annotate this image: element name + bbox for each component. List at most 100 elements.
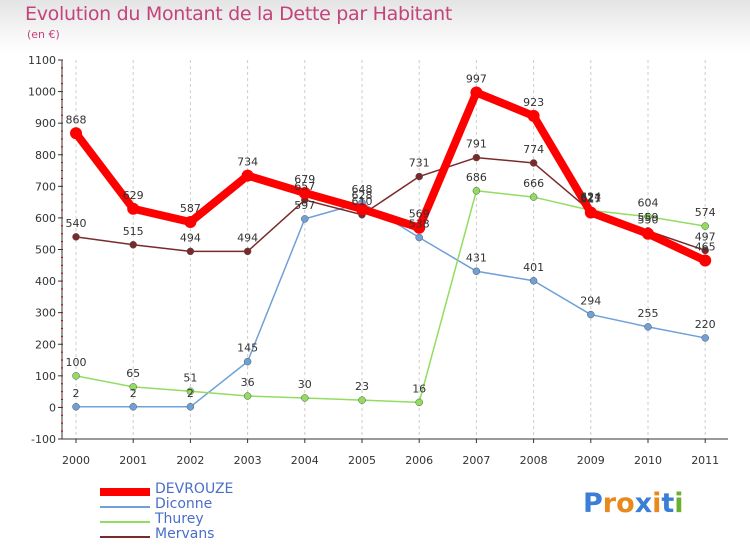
data-point — [415, 398, 423, 407]
chart-title: Evolution du Montant de la Dette par Hab… — [25, 3, 453, 25]
data-label: 497 — [695, 230, 716, 243]
y-tick-label: 700 — [35, 180, 56, 193]
x-tick-label: 2009 — [577, 454, 605, 467]
data-point — [644, 323, 652, 331]
data-point — [642, 227, 654, 240]
y-tick-label: -100 — [31, 433, 56, 446]
legend-swatch — [100, 488, 150, 496]
data-point — [358, 396, 366, 404]
data-label: 2 — [73, 387, 80, 400]
data-label: 666 — [523, 177, 544, 190]
data-point — [701, 334, 709, 342]
data-point — [472, 187, 481, 195]
logo-letter: i — [674, 488, 684, 519]
data-label: 255 — [638, 307, 659, 320]
legend-label: Diconne — [155, 496, 213, 512]
data-label: 997 — [466, 73, 487, 86]
data-label: 587 — [180, 202, 201, 215]
y-tick-label: 0 — [49, 401, 56, 414]
series-line-devrouze — [72, 88, 710, 265]
y-tick-label: 1000 — [28, 86, 56, 99]
data-point — [587, 310, 595, 319]
x-tick-label: 2011 — [691, 454, 719, 467]
data-label: 2 — [187, 387, 194, 400]
legend-label: DEVROUZE — [155, 481, 234, 497]
data-point — [72, 233, 80, 241]
data-point — [129, 241, 137, 249]
data-point — [472, 267, 481, 276]
data-label: 597 — [294, 199, 315, 212]
data-label: 465 — [695, 241, 716, 254]
data-label: 36 — [241, 376, 255, 389]
data-label: 23 — [355, 380, 369, 393]
data-label: 648 — [352, 183, 373, 196]
data-label: 774 — [523, 143, 544, 156]
data-point — [241, 169, 254, 182]
data-point — [529, 193, 538, 201]
series-line-diconne — [75, 202, 706, 408]
data-point — [699, 254, 712, 267]
y-tick-label: 1100 — [28, 54, 56, 67]
data-label: 16 — [412, 382, 426, 395]
data-point — [243, 392, 252, 400]
data-point — [529, 159, 538, 167]
logo-letter: x — [634, 488, 653, 519]
data-point — [129, 403, 137, 411]
data-point — [527, 109, 540, 122]
data-label: 621 — [580, 191, 601, 204]
data-label: 515 — [123, 225, 144, 238]
y-tick-label: 500 — [35, 244, 56, 257]
data-label: 624 — [580, 190, 601, 203]
y-tick-label: 200 — [35, 338, 56, 351]
data-label: 65 — [126, 367, 140, 380]
logo-letter: P — [583, 488, 603, 519]
y-tick-label: 800 — [35, 149, 56, 162]
data-label: 574 — [695, 206, 716, 219]
data-label: 604 — [638, 197, 659, 210]
logo-letter: o — [616, 488, 635, 519]
data-point — [529, 277, 538, 285]
data-label: 734 — [237, 156, 258, 169]
x-tick-label: 2003 — [234, 454, 262, 467]
data-point — [184, 216, 197, 229]
legend-swatch — [100, 521, 150, 523]
x-tick-label: 2000 — [62, 454, 90, 467]
x-tick-label: 2004 — [291, 454, 319, 467]
x-tick-label: 2007 — [462, 454, 490, 467]
legend-label: Mervans — [155, 526, 215, 542]
logo-letter: i — [652, 488, 662, 519]
data-point — [413, 221, 426, 234]
data-label: 610 — [352, 195, 373, 208]
data-point — [470, 86, 483, 99]
data-point — [701, 246, 709, 255]
data-point — [584, 206, 597, 219]
data-label: 145 — [237, 342, 258, 355]
data-point — [298, 186, 311, 199]
x-tick-label: 2006 — [405, 454, 433, 467]
legend-swatch — [100, 536, 150, 538]
data-point — [186, 387, 195, 396]
data-label: 431 — [466, 251, 487, 264]
unit-label: (en €) — [27, 28, 60, 41]
series-line-thurey — [75, 190, 706, 404]
data-label: 220 — [695, 318, 716, 331]
data-label: 791 — [466, 138, 487, 151]
data-point — [72, 403, 80, 411]
data-point — [644, 212, 652, 221]
data-label: 550 — [638, 214, 659, 227]
data-point — [301, 215, 309, 223]
data-point — [72, 372, 80, 380]
data-point — [127, 202, 140, 215]
series-line-mervans — [75, 156, 706, 253]
data-label: 559 — [638, 211, 659, 224]
data-label: 868 — [66, 113, 87, 126]
data-label: 538 — [409, 217, 430, 230]
data-label: 100 — [66, 356, 87, 369]
x-tick-label: 2010 — [634, 454, 662, 467]
data-point — [186, 403, 195, 411]
data-label: 657 — [294, 180, 315, 193]
data-label: 2 — [130, 387, 137, 400]
data-label: 617 — [580, 193, 601, 206]
